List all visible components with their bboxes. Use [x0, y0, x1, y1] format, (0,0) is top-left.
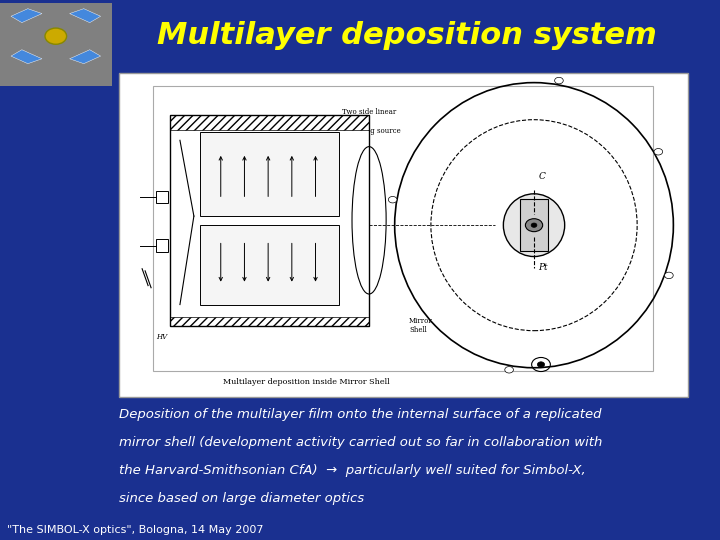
- Bar: [153, 86, 654, 371]
- Circle shape: [537, 362, 544, 367]
- Bar: [170, 317, 369, 326]
- Text: mirror shell (development activity carried out so far in collaboration with: mirror shell (development activity carri…: [119, 436, 602, 449]
- Bar: [119, 73, 688, 397]
- Text: since based on large diameter optics: since based on large diameter optics: [119, 492, 364, 505]
- Circle shape: [554, 77, 563, 84]
- Text: the Harvard-Smithsonian CfA)  →  particularly well suited for Simbol-X,: the Harvard-Smithsonian CfA) → particula…: [119, 464, 585, 477]
- FancyBboxPatch shape: [520, 199, 548, 251]
- Circle shape: [388, 197, 397, 203]
- Circle shape: [45, 28, 66, 44]
- Ellipse shape: [503, 194, 564, 256]
- Bar: [170, 115, 369, 130]
- Circle shape: [665, 272, 673, 279]
- Text: "The SIMBOL-X optics", Bologna, 14 May 2007: "The SIMBOL-X optics", Bologna, 14 May 2…: [7, 524, 264, 535]
- Text: C: C: [539, 172, 546, 181]
- Text: Pt: Pt: [538, 263, 547, 272]
- Text: Mirror
Shell: Mirror Shell: [409, 317, 433, 334]
- Bar: [156, 191, 168, 204]
- Circle shape: [526, 219, 543, 232]
- Polygon shape: [11, 50, 42, 64]
- Circle shape: [654, 148, 662, 155]
- Text: Multilayer deposition inside Mirror Shell: Multilayer deposition inside Mirror Shel…: [223, 379, 390, 386]
- Bar: [200, 225, 339, 305]
- Polygon shape: [70, 50, 101, 64]
- Text: HV: HV: [156, 333, 167, 341]
- Bar: [156, 239, 168, 252]
- Polygon shape: [11, 9, 42, 23]
- Text: SIMBOL-X: SIMBOL-X: [29, 71, 83, 82]
- Bar: [200, 132, 339, 216]
- Polygon shape: [70, 9, 101, 23]
- Text: sputtering source: sputtering source: [338, 127, 400, 135]
- Circle shape: [505, 367, 513, 373]
- Bar: [0, 3, 112, 86]
- Text: Deposition of the multilayer film onto the internal surface of a replicated: Deposition of the multilayer film onto t…: [119, 408, 601, 421]
- Bar: [170, 115, 369, 326]
- Text: Multilayer deposition system: Multilayer deposition system: [157, 21, 657, 50]
- Circle shape: [531, 223, 537, 227]
- Text: Two side linear: Two side linear: [342, 108, 396, 116]
